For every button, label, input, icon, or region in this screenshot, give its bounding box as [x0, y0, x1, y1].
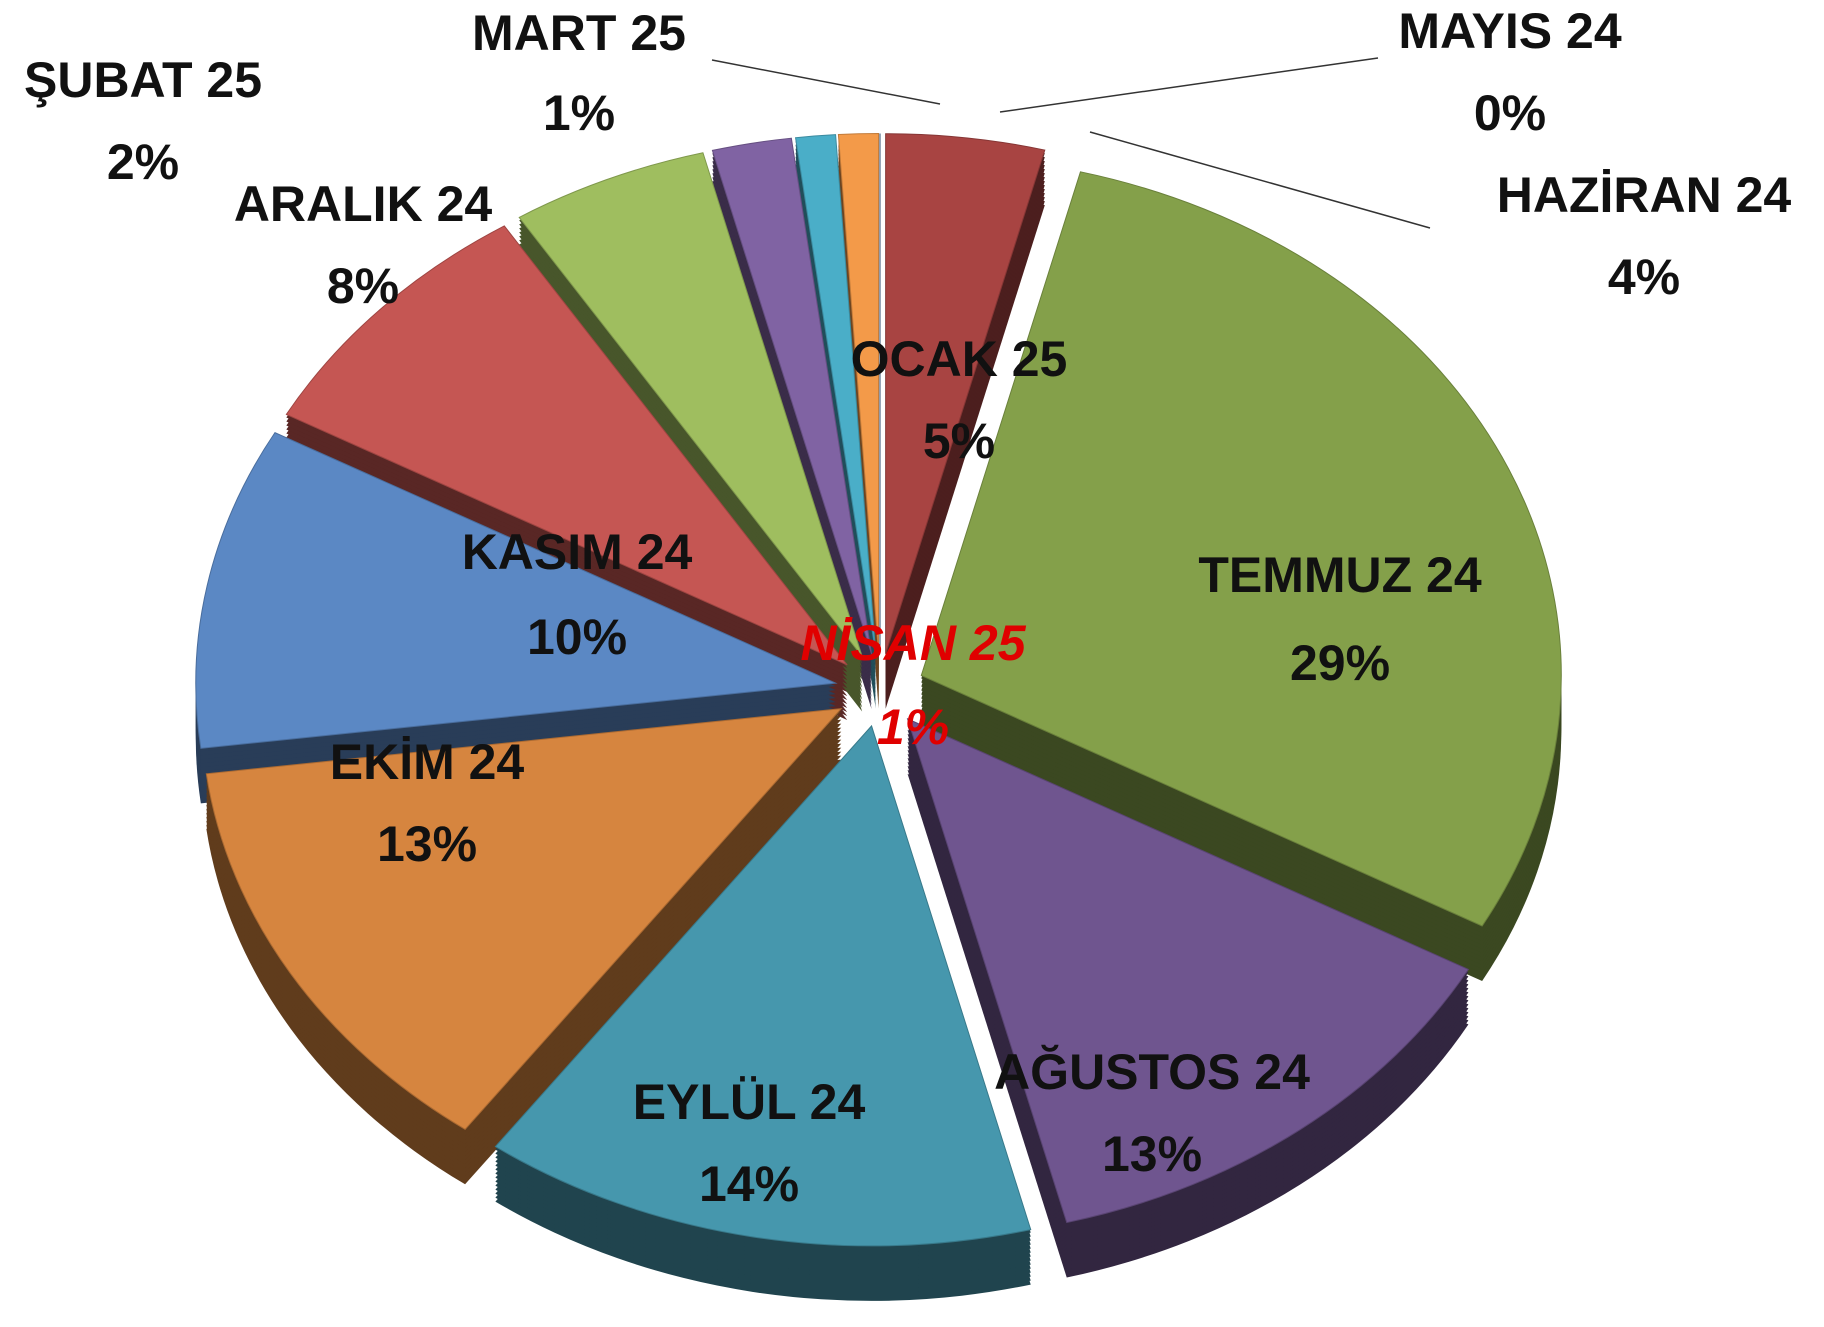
slice-label: OCAK 25 — [851, 331, 1068, 387]
slice-label: EKİM 24 — [330, 734, 525, 790]
slice-label: NİSAN 25 — [800, 615, 1026, 671]
slice-value-label: 13% — [1102, 1126, 1202, 1182]
slice-label: EYLÜL 24 — [633, 1074, 866, 1130]
leader-line — [1089, 131, 1431, 229]
leader-line — [711, 59, 941, 105]
labels: MAYIS 24 0% HAZİRAN 24 4% TEMMUZ 24 29% AĞUSTO… — [24, 3, 1791, 1212]
slice — [711, 137, 873, 655]
slice-label: ARALIK 24 — [234, 176, 493, 232]
slice — [285, 225, 848, 666]
pie-tops — [195, 132, 1562, 1247]
slice-label: MART 25 — [472, 5, 686, 61]
slice-value-label: 2% — [107, 134, 179, 190]
slice-value-label: 13% — [377, 816, 477, 872]
slice — [906, 717, 1470, 1224]
slice-side — [795, 141, 876, 661]
slice-label: MAYIS 24 — [1398, 3, 1621, 59]
slice-value-label: 10% — [527, 609, 627, 665]
slice-side — [795, 153, 876, 673]
slice-side — [795, 157, 876, 677]
slice — [794, 134, 877, 654]
leader-line — [999, 57, 1379, 113]
slice-label: TEMMUZ 24 — [1198, 547, 1482, 603]
slice-side — [795, 145, 876, 665]
slice — [494, 724, 1032, 1247]
slice-value-label: 5% — [923, 413, 995, 469]
slice-value-label: 29% — [1290, 635, 1390, 691]
slice-value-label: 1% — [877, 699, 949, 755]
slice-label: ŞUBAT 25 — [24, 52, 262, 108]
slice — [195, 432, 838, 749]
slice-value-label: 0% — [1474, 85, 1546, 141]
slice — [885, 133, 1046, 654]
slice-label: KASIM 24 — [462, 524, 693, 580]
slice-value-label: 8% — [327, 258, 399, 314]
slice-label: HAZİRAN 24 — [1497, 167, 1792, 223]
slice-side — [795, 149, 876, 669]
slice-value-label: 14% — [699, 1156, 799, 1212]
slice — [837, 132, 880, 654]
slice — [205, 707, 843, 1130]
slice — [518, 152, 863, 657]
slice-value-label: 1% — [543, 85, 615, 141]
slice-value-label: 4% — [1608, 249, 1680, 305]
slice-label: AĞUSTOS 24 — [994, 1044, 1310, 1100]
slice — [920, 171, 1562, 927]
